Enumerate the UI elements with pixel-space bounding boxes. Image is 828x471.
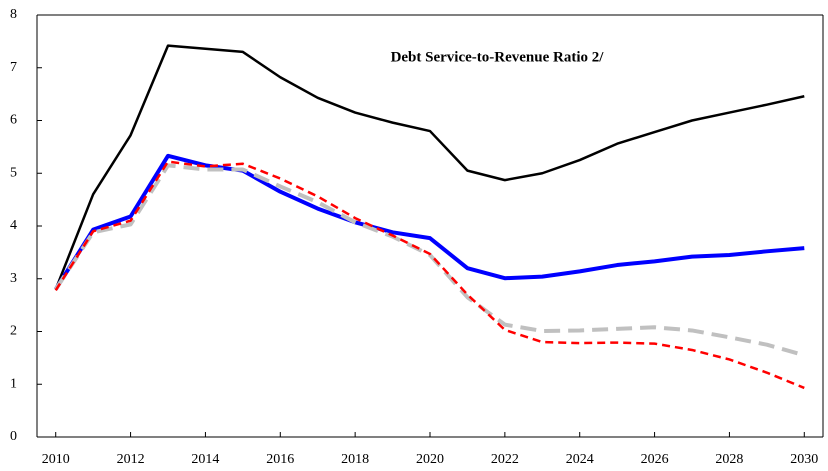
y-tick-label: 5 <box>10 165 17 180</box>
x-tick-label: 2018 <box>341 452 369 467</box>
series-line <box>54 160 805 390</box>
x-tick-label: 2012 <box>117 452 145 467</box>
x-tick-label: 2020 <box>416 452 444 467</box>
x-tick-label: 2010 <box>42 452 70 467</box>
x-tick-label: 2024 <box>566 452 594 467</box>
series-line <box>54 44 805 290</box>
y-tick-label: 0 <box>10 429 17 444</box>
x-tick-label: 2014 <box>191 452 219 467</box>
chart-title: Debt Service-to-Revenue Ratio 2/ <box>391 49 605 65</box>
series-line <box>54 153 805 291</box>
x-tick-label: 2028 <box>715 452 743 467</box>
y-tick-label: 7 <box>10 60 17 75</box>
x-tick-label: 2016 <box>266 452 294 467</box>
y-tick-label: 4 <box>10 218 17 233</box>
y-tick-label: 1 <box>10 376 17 391</box>
x-tick-label: 2026 <box>641 452 669 467</box>
y-tick-label: 3 <box>10 271 17 286</box>
y-tick-label: 8 <box>10 7 17 22</box>
y-tick-label: 2 <box>10 324 17 339</box>
y-tick-label: 6 <box>10 113 17 128</box>
x-tick-label: 2030 <box>790 452 818 467</box>
x-tick-label: 2022 <box>491 452 519 467</box>
